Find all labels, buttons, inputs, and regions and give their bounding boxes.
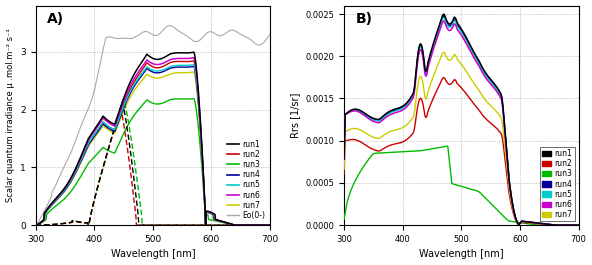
Legend: run1, run2, run3, run4, run5, run6, run7, Eo(0-): run1, run2, run3, run4, run5, run6, run7… <box>226 138 266 221</box>
Legend: run1, run2, run3, run4, run5, run6, run7: run1, run2, run3, run4, run5, run6, run7 <box>540 147 575 221</box>
Y-axis label: Scalar quantum irradiance μ .mol.m⁻² s⁻¹: Scalar quantum irradiance μ .mol.m⁻² s⁻¹ <box>5 28 15 202</box>
Text: A): A) <box>47 12 65 26</box>
X-axis label: Wavelength [nm]: Wavelength [nm] <box>419 249 504 259</box>
X-axis label: Wavelength [nm]: Wavelength [nm] <box>111 249 195 259</box>
Text: B): B) <box>356 12 373 26</box>
Y-axis label: Rrs [1/sr]: Rrs [1/sr] <box>290 93 300 138</box>
